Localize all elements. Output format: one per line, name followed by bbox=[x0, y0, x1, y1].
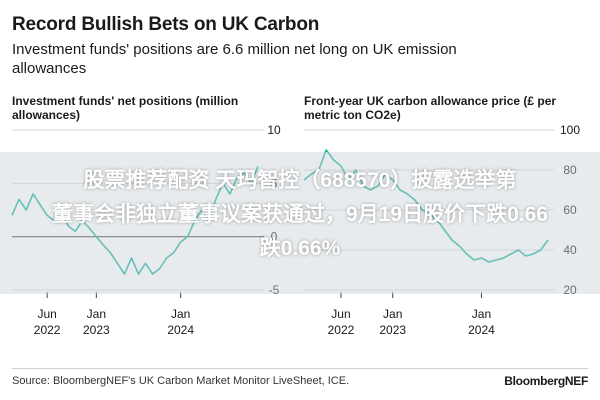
source-note: Source: BloombergNEF's UK Carbon Market … bbox=[12, 375, 350, 387]
brand-logo: BloombergNEF bbox=[504, 374, 588, 388]
chart-subtitle: Investment funds' positions are 6.6 mill… bbox=[12, 41, 457, 77]
footer-divider bbox=[12, 368, 588, 369]
carbon-price-line bbox=[303, 149, 549, 263]
x-tick-label-month: Jan bbox=[472, 307, 491, 321]
y-tick-label: 60 bbox=[563, 203, 577, 217]
y-tick-label: 40 bbox=[563, 243, 577, 257]
x-tick-label-month: Jun bbox=[37, 307, 56, 321]
ad-overlay-banner[interactable]: 股票推荐配资 天玛智控（688570）披露选举第 董事会非独立董事议案获通过，9… bbox=[0, 152, 600, 294]
overlay-text-line-1: 股票推荐配资 天玛智控（688570）披露选举第 bbox=[83, 169, 517, 192]
x-tick-label-year: 2024 bbox=[468, 323, 495, 337]
header: Record Bullish Bets on UK Carbon Investm… bbox=[12, 14, 588, 78]
x-tick-label-year: 2022 bbox=[328, 323, 355, 337]
x-tick-label-month: Jan bbox=[87, 307, 106, 321]
left-panel-title: Investment funds' net positions (million… bbox=[12, 94, 239, 122]
x-tick-label-year: 2022 bbox=[34, 323, 61, 337]
y-tick-label: 20 bbox=[563, 283, 577, 297]
x-tick-label-month: Jun bbox=[331, 307, 350, 321]
y-tick-label: 100 bbox=[560, 123, 580, 137]
y-tick-label: -5 bbox=[269, 283, 280, 297]
overlay-text-line-2: 董事会非独立董事议案获通过，9月19日股价下跌0.66 bbox=[52, 203, 548, 226]
x-tick-label-year: 2024 bbox=[167, 323, 194, 337]
y-tick-label: 5 bbox=[271, 176, 278, 190]
x-tick-label-year: 2023 bbox=[379, 323, 406, 337]
overlay-text-line-3: 跌0.66% bbox=[259, 237, 341, 260]
right-panel-title: Front-year UK carbon allowance price (£ … bbox=[304, 94, 557, 122]
chart-title: Record Bullish Bets on UK Carbon bbox=[12, 14, 320, 35]
y-tick-label: 0 bbox=[271, 230, 278, 244]
x-tick-label-month: Jan bbox=[383, 307, 402, 321]
y-tick-label: 10 bbox=[267, 123, 281, 137]
x-tick-label-month: Jan bbox=[171, 307, 190, 321]
x-tick-label-year: 2023 bbox=[83, 323, 110, 337]
y-tick-label: 80 bbox=[563, 163, 577, 177]
net-positions-line bbox=[11, 165, 259, 275]
